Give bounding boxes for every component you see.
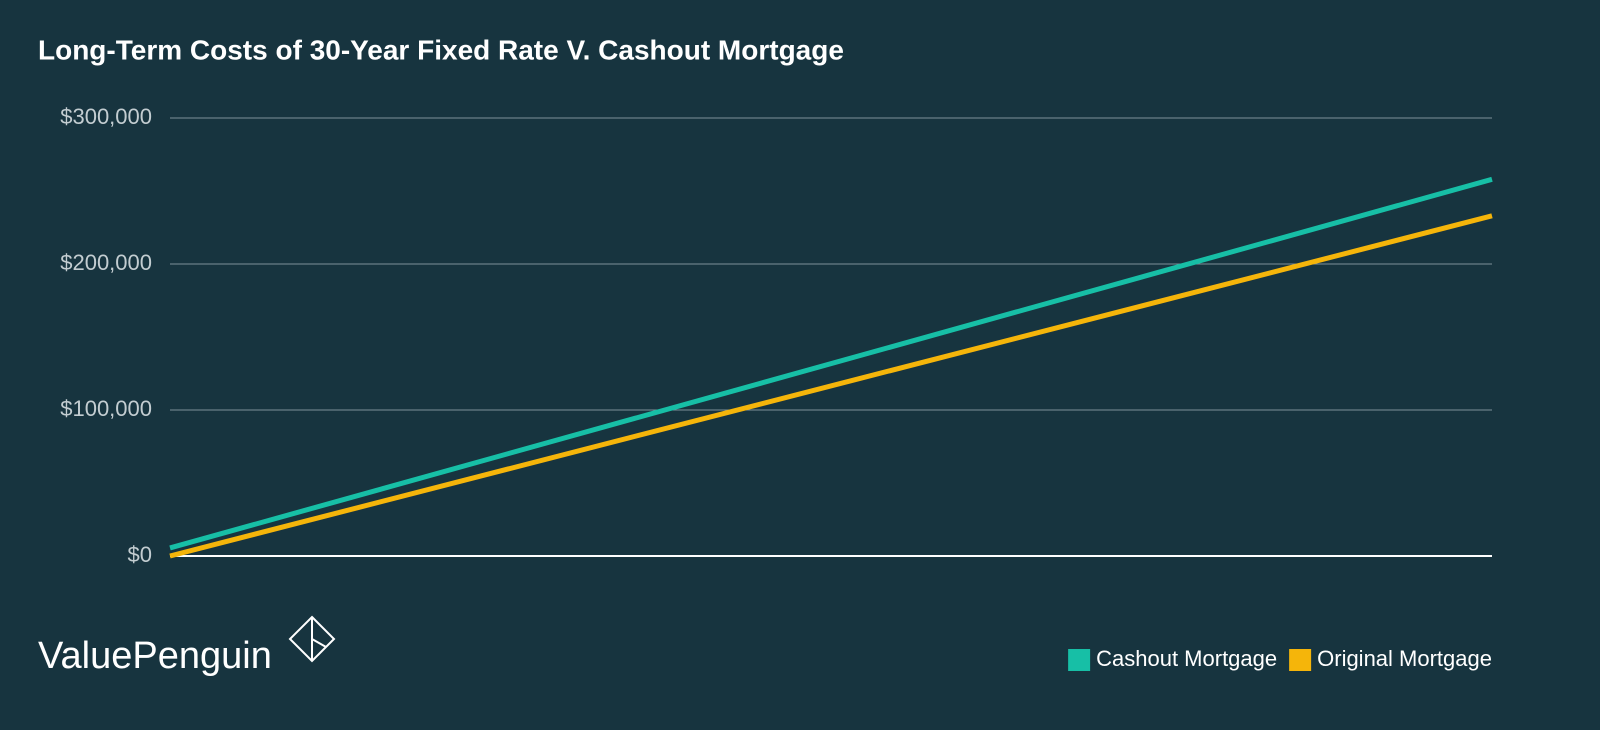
legend-swatch [1068, 649, 1091, 671]
legend-swatch [1289, 649, 1312, 671]
y-tick-label: $0 [128, 542, 152, 567]
brand: ValuePenguin [38, 635, 272, 677]
series-line [169, 213, 1493, 559]
y-tick-label: $300,000 [60, 104, 152, 129]
y-tick-label: $100,000 [60, 396, 152, 421]
y-tick-label: $200,000 [60, 250, 152, 275]
series-line [169, 176, 1493, 551]
chart-title: Long-Term Costs of 30-Year Fixed Rate V.… [38, 34, 844, 65]
legend-label: Cashout Mortgage [1096, 646, 1277, 671]
brand-logo [288, 615, 336, 663]
legend-label: Original Mortgage [1317, 646, 1492, 671]
